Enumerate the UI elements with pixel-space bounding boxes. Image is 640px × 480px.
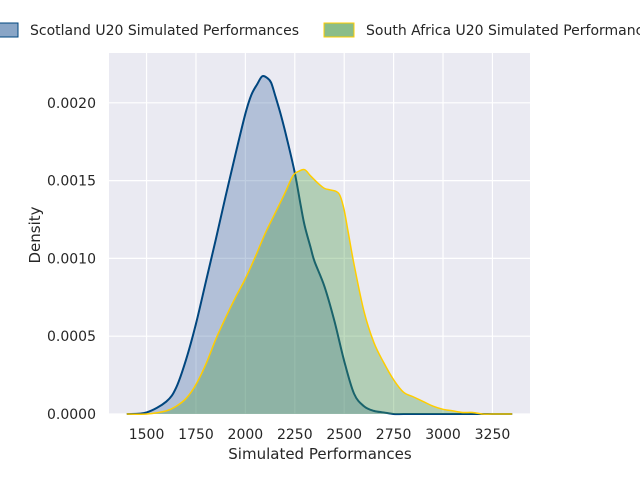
y-tick-label: 0.0005 — [47, 329, 96, 345]
south-africa-legend-swatch — [323, 22, 355, 38]
y-axis-label: Density — [26, 206, 44, 263]
x-tick-label: 1750 — [178, 427, 214, 443]
y-tick-label: 0.0010 — [47, 251, 96, 267]
x-tick-label: 3000 — [425, 427, 461, 443]
scotland-legend-swatch — [0, 22, 19, 38]
y-tick-labels: 0.0000 0.0005 0.0010 0.0015 0.0020 — [47, 96, 96, 423]
plot-background — [109, 53, 530, 414]
y-tick-label: 0.0000 — [47, 407, 96, 423]
south-africa-legend-label: South Africa U20 Simulated Performances — [366, 23, 640, 39]
x-tick-label: 2000 — [228, 427, 264, 443]
scotland-density-area — [126, 75, 513, 415]
y-tick-label: 0.0015 — [47, 174, 96, 190]
legend: Scotland U20 Simulated Performances South… — [0, 22, 640, 39]
series-layer — [126, 75, 513, 416]
x-axis-label: Simulated Performances — [228, 445, 412, 463]
scotland-legend-label: Scotland U20 Simulated Performances — [30, 23, 299, 39]
x-tick-label: 2750 — [376, 427, 412, 443]
x-tick-label: 2500 — [326, 427, 362, 443]
south-africa-density-area — [126, 169, 513, 415]
x-tick-label: 1500 — [129, 427, 165, 443]
x-tick-label: 3250 — [475, 427, 511, 443]
scotland-density-line — [126, 75, 513, 416]
x-tick-label: 2250 — [277, 427, 313, 443]
south-africa-density-line — [126, 168, 513, 415]
x-tick-labels: 1500 1750 2000 2250 2500 2750 3000 3250 — [129, 427, 511, 443]
y-tick-label: 0.0020 — [47, 96, 96, 112]
